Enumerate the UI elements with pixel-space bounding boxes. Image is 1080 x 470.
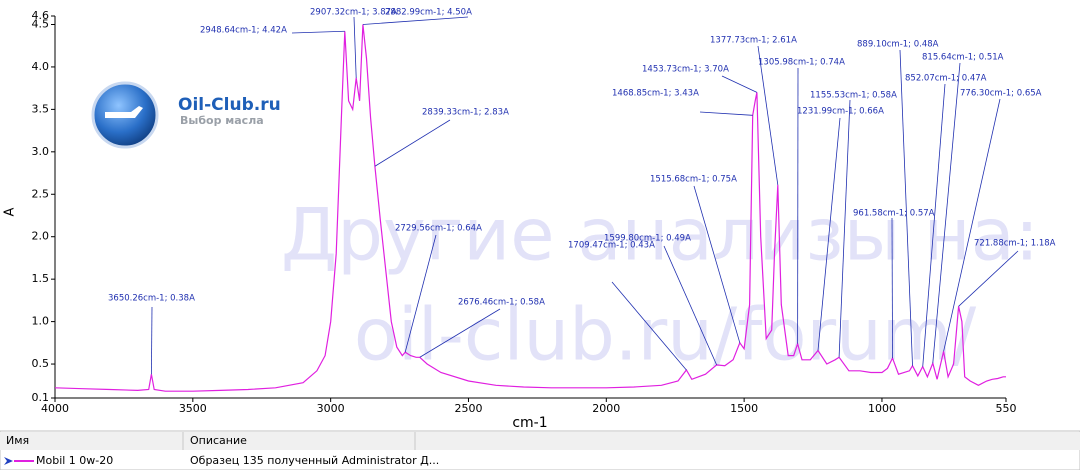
leader-line	[958, 250, 1019, 307]
logo-title: Oil-Club.ru	[178, 95, 281, 115]
leader-line	[932, 62, 961, 364]
watermark: oil-club.ru/forum/	[354, 293, 977, 377]
leader-line	[362, 16, 469, 25]
leader-line	[151, 306, 153, 375]
x-tick-label: 3000	[317, 402, 345, 415]
y-axis-label: A	[3, 207, 18, 216]
y-tick-label: 0.5	[32, 357, 50, 370]
leader-line	[291, 30, 345, 34]
peak-label: 1305.98cm-1; 0.74A	[758, 58, 845, 68]
y-tick-label: 2.0	[32, 230, 50, 243]
table-header-cell: Описание	[190, 434, 247, 447]
y-tick-label: 3.0	[32, 145, 50, 158]
table-header	[0, 432, 1080, 450]
leader-line	[899, 49, 913, 366]
leader-line	[817, 117, 841, 351]
x-tick-label: 4000	[41, 402, 69, 415]
y-tick-label: 0.1	[32, 391, 50, 404]
leader-line	[353, 16, 357, 78]
peak-label: 2948.64cm-1; 4.42A	[200, 26, 287, 36]
leader-line	[922, 83, 946, 367]
peak-label: 2882.99cm-1; 4.50A	[385, 8, 472, 18]
watermark: Другие анализы на:	[281, 193, 1039, 277]
x-tick-label: 550	[996, 402, 1017, 415]
row-arrow[interactable]	[4, 457, 13, 465]
table-cell: Образец 135 полученный Administrator Д..…	[190, 454, 439, 467]
peak-label: 2729.56cm-1; 0.64A	[395, 224, 482, 234]
peak-label: 852.07cm-1; 0.47A	[905, 74, 987, 84]
x-tick-label: 2500	[454, 402, 482, 415]
y-tick-label: 4.0	[32, 60, 50, 73]
leader-line	[721, 75, 758, 93]
y-tick-label: 2.5	[32, 187, 50, 200]
peak-label: 889.10cm-1; 0.48A	[857, 40, 939, 50]
peak-label: 1155.53cm-1; 0.58A	[810, 91, 897, 101]
peak-label: 721.88cm-1; 1.18A	[974, 239, 1056, 249]
peak-label: 1231.99cm-1; 0.66A	[797, 107, 884, 117]
legend-entry[interactable]: Mobil 1 0w-20	[36, 454, 113, 467]
y-tick-label: 4.6	[32, 9, 50, 22]
leader-line	[374, 119, 451, 167]
peak-label: 2839.33cm-1; 2.83A	[422, 108, 509, 118]
peak-label: 2907.32cm-1; 3.87A	[310, 8, 397, 18]
logo-subtitle: Выбор масла	[180, 114, 264, 127]
peak-label: 1453.73cm-1; 3.70A	[642, 65, 729, 75]
x-tick-label: 2000	[592, 402, 620, 415]
leader-line	[419, 308, 501, 358]
peak-label: 776.30cm-1; 0.65A	[960, 89, 1042, 99]
y-tick-label: 3.5	[32, 102, 50, 115]
leader-line	[663, 245, 717, 366]
peak-label: 3650.26cm-1; 0.38A	[108, 294, 195, 304]
peak-label: 1515.68cm-1; 0.75A	[650, 175, 737, 185]
x-tick-label: 1500	[730, 402, 758, 415]
leader-line	[838, 99, 851, 358]
x-tick-label: 1000	[868, 402, 896, 415]
y-tick-label: 4.5	[32, 17, 50, 30]
peak-label: 2676.46cm-1; 0.58A	[458, 298, 545, 308]
y-tick-label: 1.5	[32, 272, 50, 285]
peak-label: 815.64cm-1; 0.51A	[922, 53, 1004, 63]
leader-line	[757, 45, 779, 185]
leader-line	[693, 185, 741, 343]
peak-label: 961.58cm-1; 0.57A	[853, 209, 935, 219]
peak-label: 1468.85cm-1; 3.43A	[612, 89, 699, 99]
peak-label: 1599.80cm-1; 0.49A	[604, 234, 691, 244]
leader-line	[611, 281, 687, 371]
leader-line	[891, 217, 893, 359]
peak-label: 1377.73cm-1; 2.61A	[710, 36, 797, 46]
peak-label: 1709.47cm-1; 0.43A	[568, 241, 655, 251]
leader-line	[699, 111, 753, 116]
chart-bg	[0, 0, 1080, 430]
x-axis-label: cm-1	[512, 415, 547, 431]
leader-line	[404, 234, 437, 353]
x-tick-label: 3500	[179, 402, 207, 415]
logo-can	[105, 106, 143, 118]
leader-line	[943, 98, 1001, 352]
y-tick-label: 1.0	[32, 315, 50, 328]
table-header-cell: Имя	[6, 434, 29, 447]
